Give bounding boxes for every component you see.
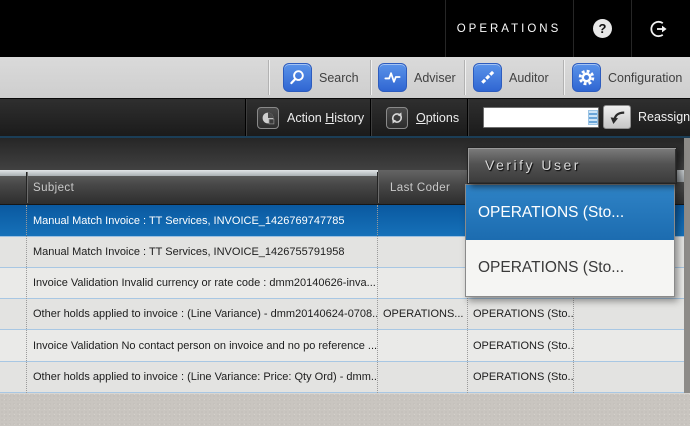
- topbar-divider: [631, 0, 632, 57]
- help-icon[interactable]: ?: [593, 19, 612, 38]
- grid-right-edge: [684, 138, 690, 393]
- table-row[interactable]: Other holds applied to invoice : (Line V…: [0, 299, 690, 330]
- action-history-label: Action History: [287, 111, 365, 125]
- grid-empty-area: [0, 393, 690, 426]
- search-label: Search: [319, 70, 359, 85]
- reassign-label[interactable]: Reassign: [638, 110, 690, 124]
- last-coder-cell: [377, 330, 467, 361]
- toolbar-separator: [370, 99, 371, 137]
- row-selector-cell: [0, 330, 26, 361]
- cycle-arrows-icon: [386, 107, 408, 129]
- topbar-divider: [445, 0, 446, 57]
- subject-cell: Invoice Validation Invalid currency or r…: [33, 277, 376, 289]
- empty-cell: [573, 330, 690, 361]
- toolbar-separator: [245, 99, 246, 137]
- top-bar: OPERATIONS ?: [0, 0, 690, 57]
- options-label: Options: [416, 111, 460, 125]
- last-coder-cell: OPERATIONS...: [383, 308, 464, 320]
- last-coder-cell: [377, 362, 467, 392]
- toolbar-separator: [563, 60, 564, 95]
- pulse-icon: [378, 63, 407, 92]
- row-selector-cell: [0, 205, 26, 236]
- column-divider: [377, 205, 378, 393]
- verify-user-cell: OPERATIONS (Sto...: [473, 371, 573, 383]
- grid-header-highlight: [676, 170, 684, 182]
- dropdown-option[interactable]: OPERATIONS (Sto...: [466, 185, 674, 240]
- adviser-label: Adviser: [414, 70, 456, 85]
- divider-line: [0, 136, 690, 138]
- column-divider: [573, 205, 574, 393]
- toolbar-separator: [467, 99, 468, 137]
- module-toolbar: Search Adviser Auditor: [0, 57, 690, 98]
- adviser-button[interactable]: Adviser: [378, 62, 456, 93]
- list-lines-icon[interactable]: [588, 110, 598, 125]
- toolbar-separator: [370, 60, 371, 95]
- row-selector-cell: [0, 268, 26, 298]
- gear-icon: [572, 63, 601, 92]
- subject-cell: Manual Match Invoice : TT Services, INVO…: [33, 214, 345, 227]
- subject-cell: Other holds applied to invoice : (Line V…: [33, 308, 377, 320]
- reassign-user-input[interactable]: [483, 107, 599, 128]
- row-selector-cell: [0, 362, 26, 392]
- column-divider: [26, 172, 27, 203]
- row-selector-cell: [0, 299, 26, 329]
- subject-cell: Manual Match Invoice : TT Services, INVO…: [33, 246, 345, 258]
- auditor-button[interactable]: Auditor: [473, 62, 549, 93]
- action-toolbar: Action History Options Reassign: [0, 98, 690, 137]
- column-divider: [377, 172, 378, 203]
- empty-cell: [573, 299, 690, 329]
- last-coder-cell: [377, 205, 467, 236]
- table-row[interactable]: Other holds applied to invoice : (Line V…: [0, 362, 690, 393]
- last-coder-cell: [377, 268, 467, 298]
- toolbar-separator: [268, 60, 269, 95]
- verify-user-dropdown: OPERATIONS (Sto... OPERATIONS (Sto...: [465, 184, 675, 297]
- reassign-arrow-button[interactable]: [603, 105, 631, 129]
- column-divider: [26, 205, 27, 393]
- search-button[interactable]: Search: [283, 62, 359, 93]
- options-button[interactable]: Options: [386, 106, 459, 130]
- grid-header-highlight: [0, 170, 378, 176]
- toolbar-separator: [464, 60, 465, 95]
- column-header-verify-user[interactable]: Verify User: [467, 147, 677, 184]
- verify-user-cell: OPERATIONS (Sto...: [473, 339, 573, 352]
- verify-user-cell: OPERATIONS (Sto...: [473, 308, 573, 320]
- last-coder-cell: [377, 237, 467, 267]
- column-header-subject[interactable]: Subject: [33, 182, 75, 194]
- table-row[interactable]: Invoice Validation No contact person on …: [0, 330, 690, 362]
- topbar-divider: [573, 0, 574, 57]
- history-clock-icon: [257, 107, 279, 129]
- logout-icon[interactable]: [648, 18, 670, 40]
- auditor-label: Auditor: [509, 70, 549, 85]
- column-divider: [467, 205, 468, 393]
- dropdown-option[interactable]: OPERATIONS (Sto...: [478, 259, 625, 276]
- operations-menu-label[interactable]: OPERATIONS: [456, 22, 562, 35]
- row-selector-cell: [0, 237, 26, 267]
- column-header-last-coder[interactable]: Last Coder: [390, 182, 451, 194]
- action-history-button[interactable]: Action History: [257, 106, 364, 130]
- configuration-button[interactable]: Configuration: [572, 62, 682, 93]
- dashed-stroke-icon: [473, 63, 502, 92]
- empty-cell: [573, 362, 690, 392]
- subject-cell: Invoice Validation No contact person on …: [33, 339, 377, 352]
- curved-arrow-icon: [610, 111, 625, 124]
- search-icon: [283, 63, 312, 92]
- subject-cell: Other holds applied to invoice : (Line V…: [33, 371, 377, 383]
- configuration-label: Configuration: [608, 70, 683, 85]
